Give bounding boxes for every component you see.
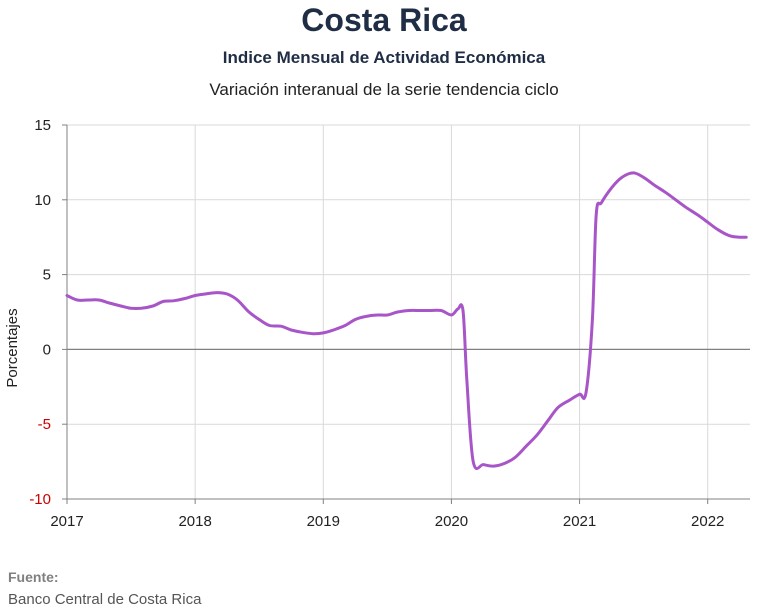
series-layer: [65, 171, 748, 471]
y-tick-label: 0: [43, 341, 51, 358]
series-line: [65, 171, 748, 471]
y-tick-label: 15: [34, 117, 51, 134]
y-axis-label: Porcentajes: [4, 308, 21, 387]
x-tick-label: 2021: [563, 513, 596, 530]
y-tick-label: -5: [38, 416, 51, 433]
y-tick-label: -10: [29, 491, 51, 508]
x-tick-label: 2022: [691, 513, 724, 530]
chart-subtitle-secondary: Variación interanual de la serie tendenc…: [209, 80, 559, 99]
x-tick-label: 2019: [307, 513, 340, 530]
source-label: Fuente:: [8, 569, 59, 585]
line-chart: 15 10 5 0 -5 -10 2017 2018 2019 2020 2021 2022 Porc…: [4, 117, 750, 530]
tick-label-layer: 15 10 5 0 -5 -10 2017 2018 2019 2020 2021 2022: [29, 117, 724, 530]
chart-title: Costa Rica: [301, 2, 467, 38]
x-tick-label: 2020: [435, 513, 468, 530]
y-tick-label: 10: [34, 192, 51, 209]
axis-layer: [62, 124, 750, 504]
chart-subtitle: Indice Mensual de Actividad Económica: [222, 48, 546, 67]
y-tick-label: 5: [43, 267, 51, 284]
x-tick-label: 2017: [50, 513, 83, 530]
source-text: Banco Central de Costa Rica: [8, 591, 202, 608]
x-tick-label: 2018: [178, 513, 211, 530]
